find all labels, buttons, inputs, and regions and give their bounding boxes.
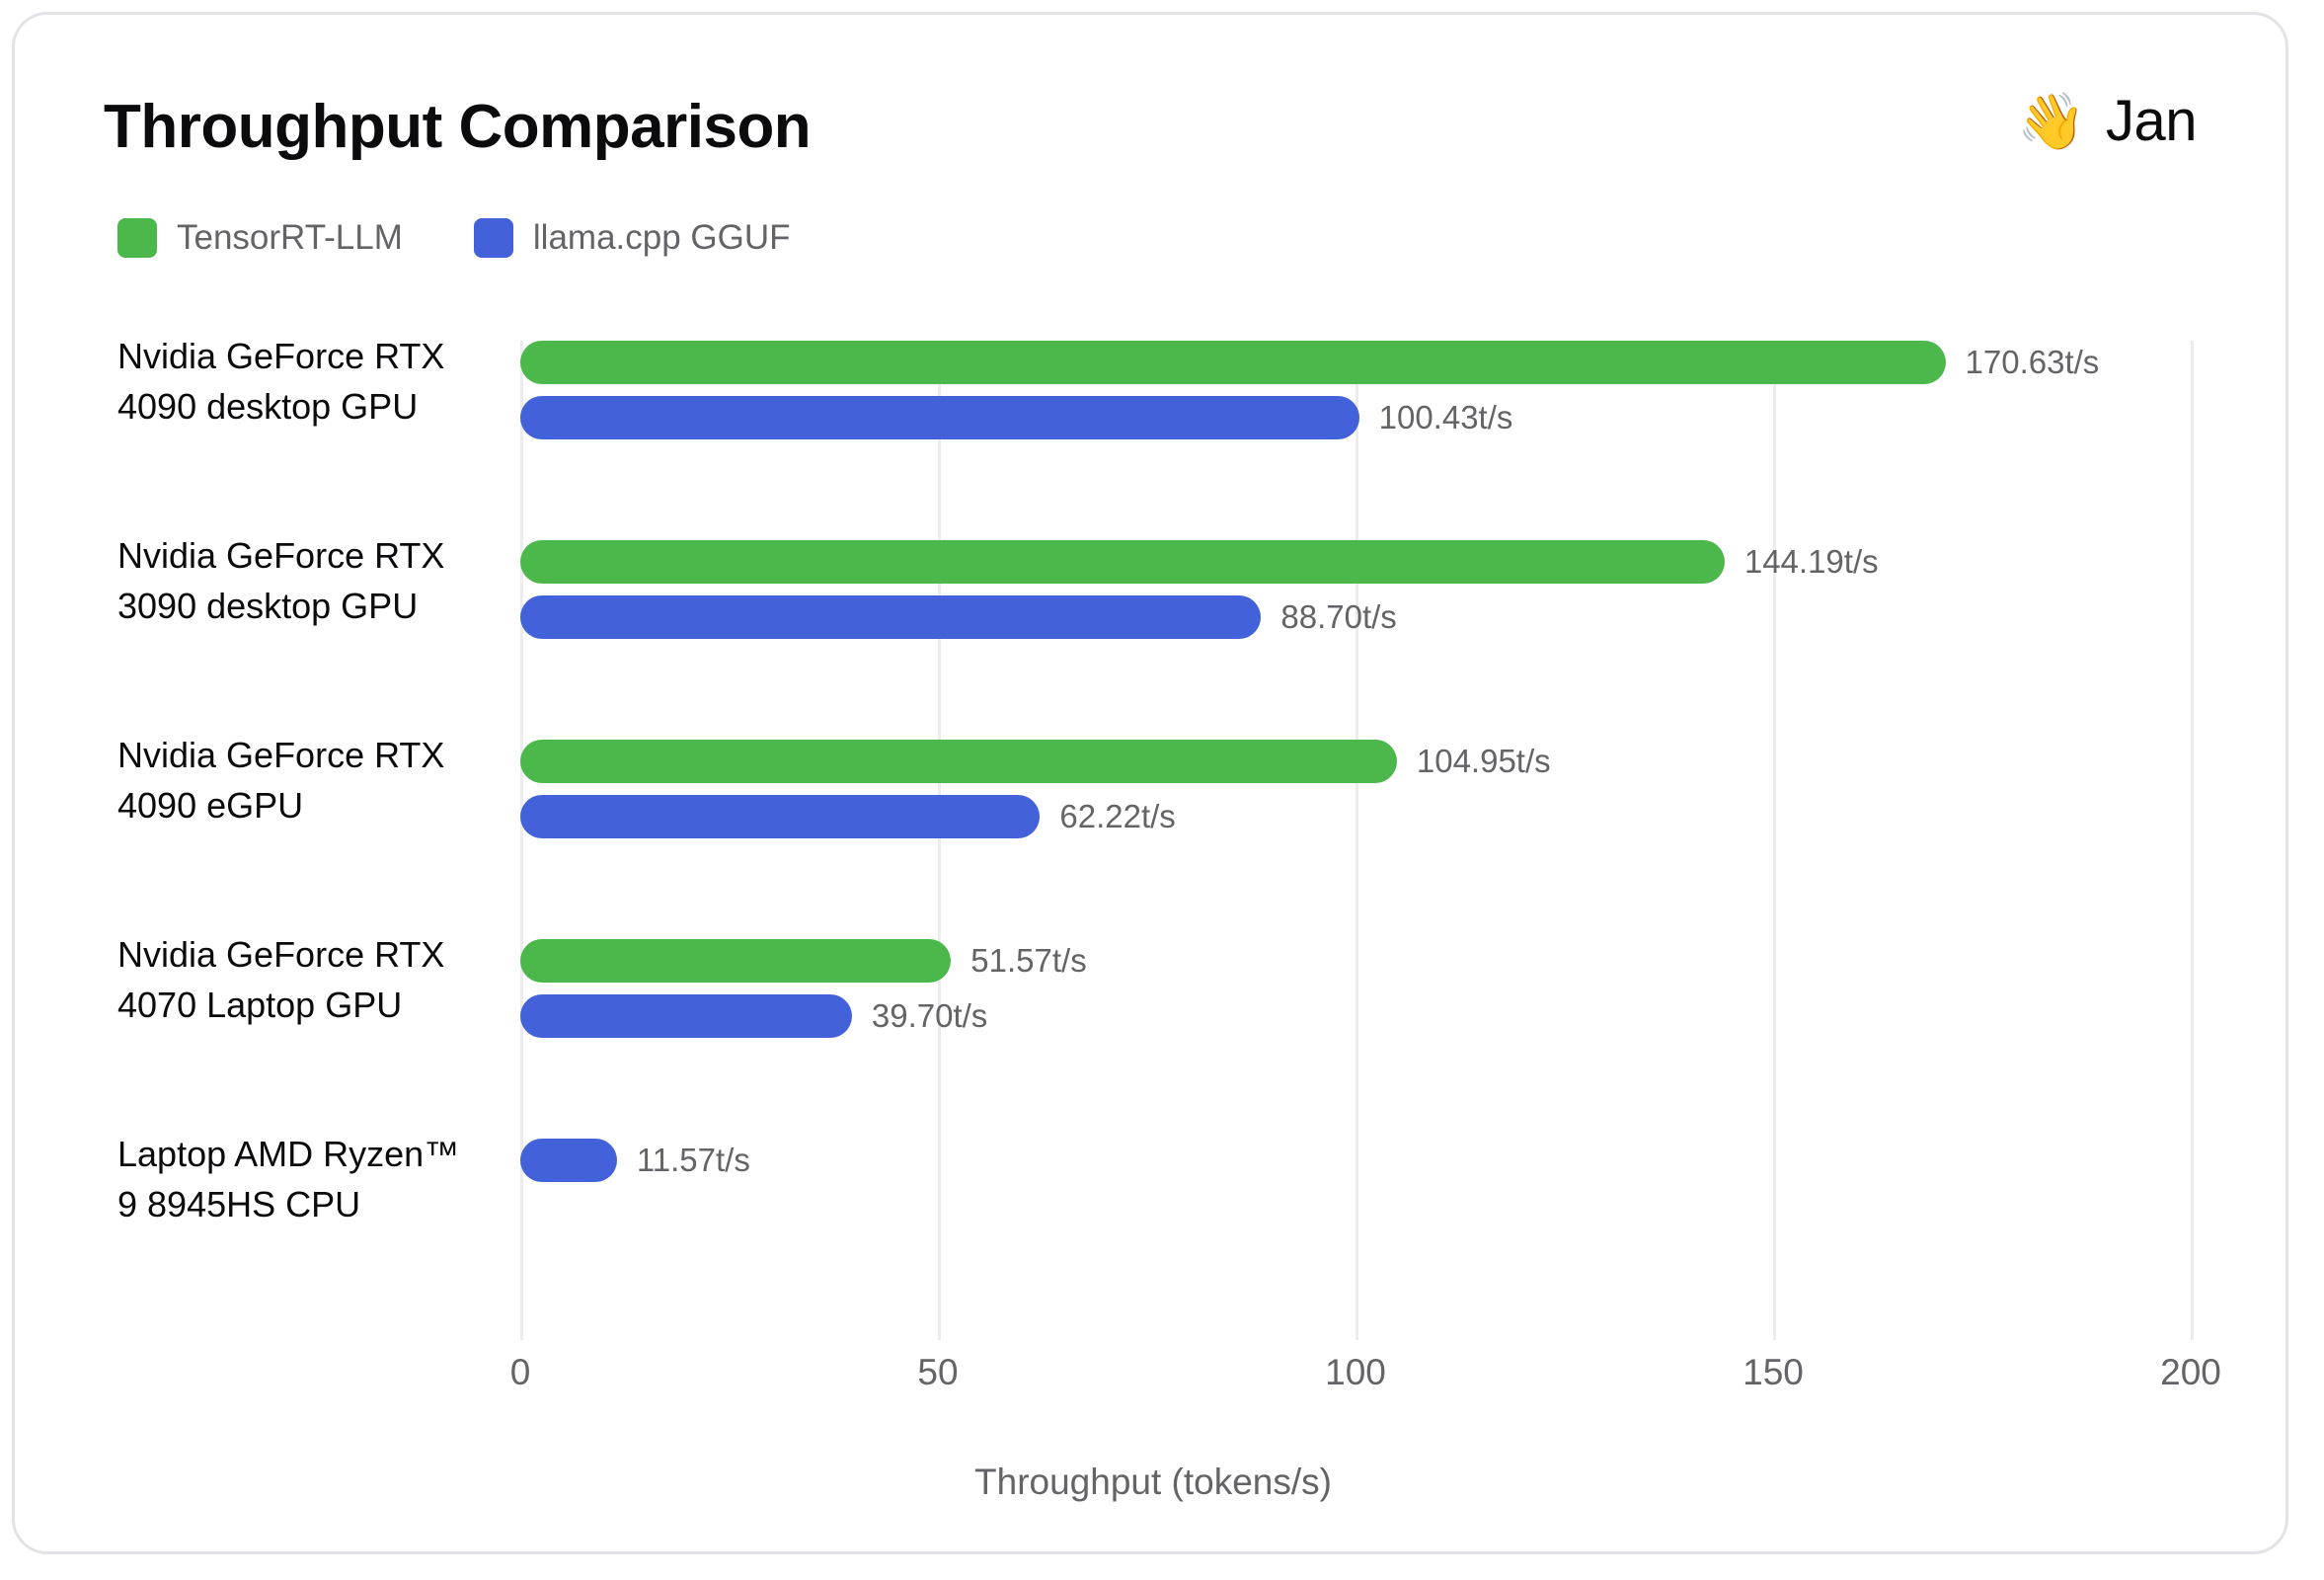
- x-tick-label: 200: [2160, 1352, 2221, 1392]
- bar-row: 51.57t/s 39.70t/s: [520, 939, 2324, 1139]
- x-tick-label: 150: [1743, 1352, 1804, 1392]
- bar-value-label: 144.19t/s: [1743, 543, 1879, 580]
- legend-label: llama.cpp GGUF: [532, 218, 791, 257]
- x-tick-label: 0: [509, 1352, 531, 1392]
- bar-llama-cpp-gguf[interactable]: [520, 595, 1262, 639]
- bar-tensorrt-llm[interactable]: [520, 740, 1397, 783]
- chart-card: Throughput Comparison 👋 Jan TensorRT-LLM…: [12, 12, 2288, 1554]
- bar-value-label: 39.70t/s: [871, 997, 988, 1034]
- bar-row: 144.19t/s 88.70t/s: [520, 540, 2324, 740]
- bar-group: 88.70t/s: [520, 595, 1397, 639]
- category-label-line2: 4090 desktop GPU: [117, 386, 419, 427]
- category-label: Laptop AMD Ryzen™ 9 8945HS CPU: [117, 1129, 503, 1229]
- gridline-0: [520, 341, 523, 1340]
- category-label: Nvidia GeForce RTX 4090 desktop GPU: [117, 331, 503, 432]
- plot-area: 170.63t/s 100.43t/s 144.19t/s 88.70t/s 104.9…: [520, 341, 2194, 1340]
- page-title: Throughput Comparison: [104, 93, 812, 161]
- legend-swatch-icon: [473, 218, 513, 258]
- legend-label: TensorRT-LLM: [177, 218, 403, 257]
- bar-group: 39.70t/s: [520, 994, 987, 1038]
- bar-row: 104.95t/s 62.22t/s: [520, 740, 2324, 939]
- legend-item-0[interactable]: TensorRT-LLM: [117, 218, 403, 258]
- brand-name: Jan: [2105, 89, 2198, 153]
- bar-value-label: 51.57t/s: [970, 942, 1087, 979]
- x-tick-label: 100: [1325, 1352, 1386, 1392]
- category-label: Nvidia GeForce RTX 4090 eGPU: [117, 730, 503, 830]
- bar-value-label: 170.63t/s: [1965, 344, 2100, 380]
- bar-llama-cpp-gguf[interactable]: [520, 795, 1041, 838]
- bar-llama-cpp-gguf[interactable]: [520, 1139, 617, 1182]
- bar-group: 100.43t/s: [520, 396, 1512, 439]
- bar-group: 51.57t/s: [520, 939, 1087, 983]
- chart-legend: TensorRT-LLM llama.cpp GGUF: [117, 218, 791, 258]
- bar-value-label: 88.70t/s: [1280, 598, 1397, 635]
- bar-llama-cpp-gguf[interactable]: [520, 396, 1359, 439]
- category-label: Nvidia GeForce RTX 4070 Laptop GPU: [117, 929, 503, 1030]
- bar-tensorrt-llm[interactable]: [520, 341, 1946, 384]
- bar-value-label: 100.43t/s: [1378, 399, 1513, 435]
- bar-value-label: 11.57t/s: [636, 1142, 750, 1178]
- legend-item-1[interactable]: llama.cpp GGUF: [473, 218, 791, 258]
- bar-row: 170.63t/s 100.43t/s: [520, 341, 2324, 540]
- bar-group: 11.57t/s: [520, 1139, 750, 1182]
- gridline-150: [1773, 341, 1776, 1340]
- bar-rows: 170.63t/s 100.43t/s 144.19t/s 88.70t/s 104.9…: [520, 341, 2191, 1340]
- bar-value-label: 62.22t/s: [1059, 798, 1176, 834]
- x-tick-label: 50: [917, 1352, 959, 1392]
- category-label-line1: Nvidia GeForce RTX: [117, 535, 445, 576]
- category-label-line2: 9 8945HS CPU: [117, 1184, 361, 1224]
- category-label-line1: Nvidia GeForce RTX: [117, 336, 445, 376]
- category-label-line1: Nvidia GeForce RTX: [117, 934, 445, 975]
- bar-group: 144.19t/s: [520, 540, 1879, 584]
- bar-group: 62.22t/s: [520, 795, 1176, 838]
- x-axis-title: Throughput (tokens/s): [974, 1462, 1332, 1502]
- brand-logo: 👋 Jan: [2017, 88, 2197, 154]
- category-label: Nvidia GeForce RTX 3090 desktop GPU: [117, 530, 503, 631]
- gridline-50: [938, 341, 941, 1340]
- gridline-200: [2191, 341, 2194, 1340]
- bar-row: 11.57t/s: [520, 1139, 2324, 1338]
- bar-tensorrt-llm[interactable]: [520, 939, 952, 983]
- category-label-line2: 3090 desktop GPU: [117, 586, 419, 626]
- bar-group: 170.63t/s: [520, 341, 2099, 384]
- gridline-100: [1356, 341, 1358, 1340]
- bar-tensorrt-llm[interactable]: [520, 540, 1725, 584]
- category-label-line1: Nvidia GeForce RTX: [117, 735, 445, 775]
- category-label-line2: 4090 eGPU: [117, 785, 304, 826]
- bar-group: 104.95t/s: [520, 740, 1551, 783]
- bar-value-label: 104.95t/s: [1416, 743, 1551, 779]
- bar-llama-cpp-gguf[interactable]: [520, 994, 852, 1038]
- category-label-line1: Laptop AMD Ryzen™: [117, 1134, 460, 1174]
- legend-swatch-icon: [117, 218, 157, 258]
- category-label-line2: 4070 Laptop GPU: [117, 985, 403, 1025]
- waving-hand-emoji: 👋: [2017, 89, 2086, 152]
